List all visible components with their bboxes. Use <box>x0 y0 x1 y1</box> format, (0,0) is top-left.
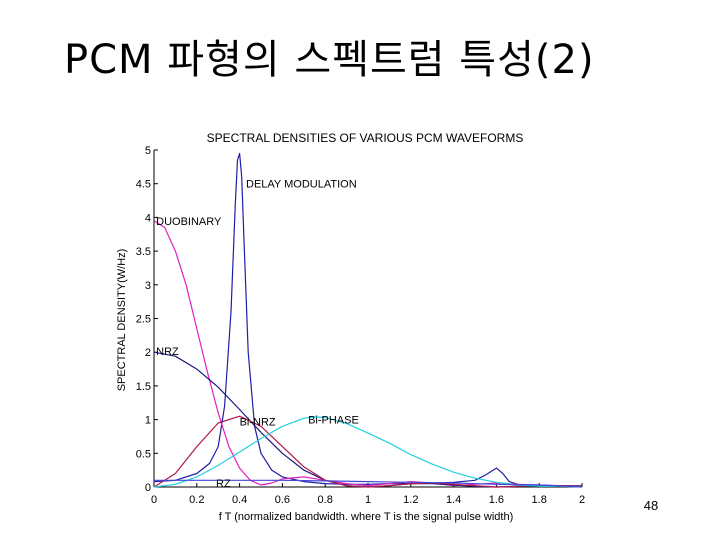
y-tick-label: 4 <box>145 212 151 224</box>
series-annotation-label: DUOBINARY <box>156 216 222 228</box>
y-tick-label: 1 <box>145 415 151 427</box>
series-nrz-line <box>153 351 583 488</box>
y-axis-label: SPECTRAL DENSITY(W/Hz) <box>116 249 128 392</box>
x-tick-label: 0.8 <box>318 494 333 506</box>
series-annotation-label: NRZ <box>156 346 179 358</box>
y-tick-label: 0.5 <box>136 448 151 460</box>
series-annotation-label: Bi-PHASE <box>308 415 359 427</box>
series-delay-modulation-line <box>153 152 582 487</box>
page-number: 48 <box>643 498 659 513</box>
x-axis-label: f T (normalized bandwidth. where T is th… <box>219 511 514 523</box>
x-tick-label: 1.8 <box>532 494 547 506</box>
x-tick-label: 1 <box>365 494 371 506</box>
y-tick-label: 3.5 <box>136 246 151 258</box>
chart-axes: 0 0.5 1 1.5 2 2.5 3 3.5 4 4.5 5 0 0.2 0.4 0.6 0.8 1 1.2 1.… <box>136 145 585 506</box>
series-annotation-label: Bi-NRZ <box>240 417 276 429</box>
x-tick-label: 1.4 <box>446 494 461 506</box>
y-tick-label: 4.5 <box>136 179 151 191</box>
y-tick-label: 3 <box>145 280 151 292</box>
slide-title: PCM 파형의 스펙트럼 특성(2) <box>64 37 595 83</box>
series-annotation-label: DELAY MODULATION <box>246 179 357 191</box>
x-tick-label: 0.2 <box>189 494 204 506</box>
x-tick-label: 0.6 <box>275 494 290 506</box>
chart-series <box>153 152 583 488</box>
chart-title: SPECTRAL DENSITIES OF VARIOUS PCM WAVEFO… <box>207 131 524 145</box>
y-tick-label: 5 <box>145 145 151 157</box>
series-rz-line <box>154 479 583 488</box>
x-tick-label: 1.6 <box>489 494 504 506</box>
x-tick-label: 2 <box>579 494 585 506</box>
y-tick-label: 0 <box>145 482 151 494</box>
x-tick-label: 0.4 <box>232 494 247 506</box>
y-tick-label: 1.5 <box>136 381 151 393</box>
chart-annotations: DELAY MODULATION DUOBINARY NRZ Bi-NRZ Bi-PHA… <box>156 179 359 490</box>
series-bi-nrz-line <box>153 415 583 488</box>
x-tick-label: 0 <box>151 494 157 506</box>
y-tick-label: 2.5 <box>136 314 151 326</box>
series-duobinary-line <box>153 220 583 487</box>
y-tick-label: 2 <box>145 347 151 359</box>
series-annotation-label: RZ <box>216 478 231 490</box>
series-bi-phase-line <box>153 416 583 488</box>
x-tick-label: 1.2 <box>403 494 418 506</box>
